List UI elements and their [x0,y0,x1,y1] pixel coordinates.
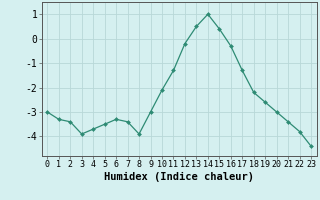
X-axis label: Humidex (Indice chaleur): Humidex (Indice chaleur) [104,172,254,182]
